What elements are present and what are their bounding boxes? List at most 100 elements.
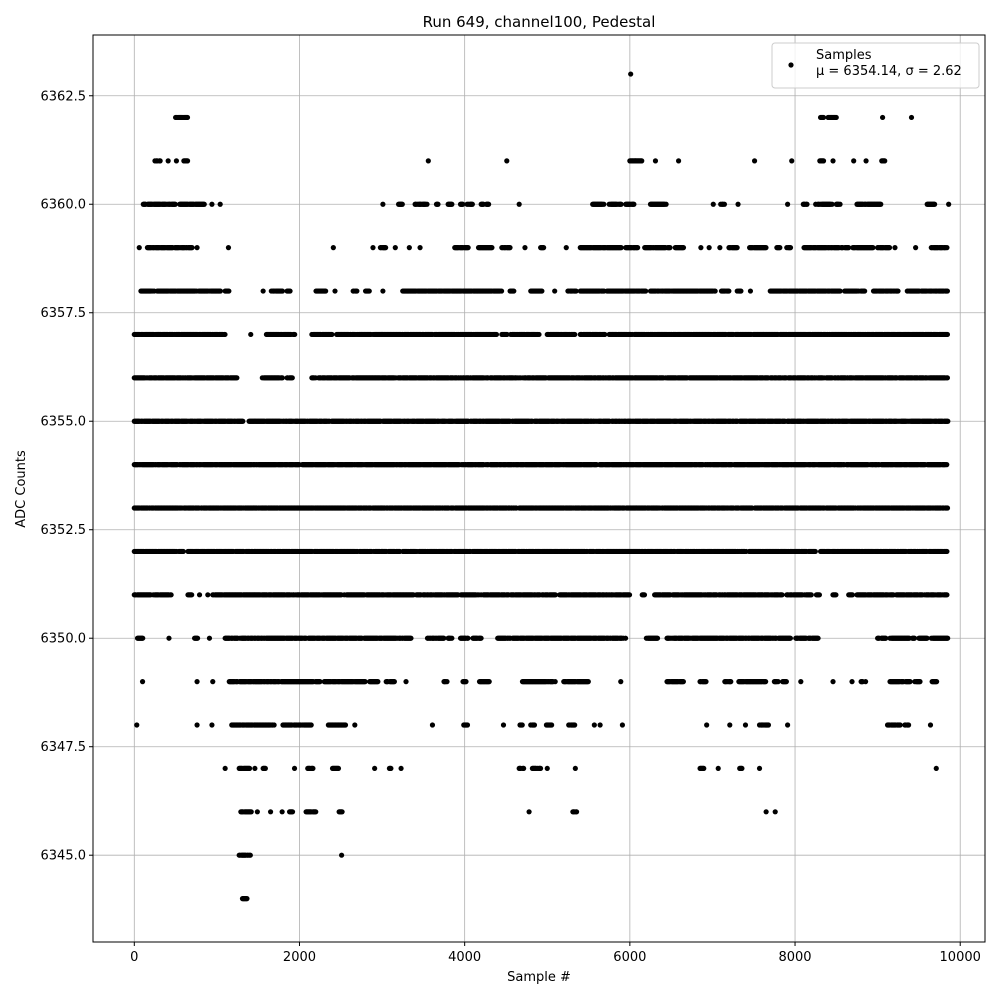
data-point xyxy=(924,635,930,641)
data-point xyxy=(591,722,597,728)
data-point xyxy=(279,809,285,815)
data-point xyxy=(339,809,345,815)
data-point xyxy=(267,809,274,815)
data-point xyxy=(772,809,778,815)
data-point xyxy=(134,722,140,728)
data-point xyxy=(254,809,260,815)
data-point xyxy=(449,635,455,641)
data-point xyxy=(618,679,624,685)
data-point xyxy=(500,722,507,728)
data-point xyxy=(944,592,950,598)
data-point xyxy=(552,679,558,685)
data-point xyxy=(194,722,200,728)
data-point xyxy=(833,592,839,598)
data-point xyxy=(572,722,578,728)
data-point xyxy=(906,722,912,728)
data-point xyxy=(139,679,146,685)
data-point xyxy=(244,896,250,902)
data-point xyxy=(654,635,661,641)
data-point xyxy=(585,679,591,685)
data-point xyxy=(704,722,710,728)
data-point xyxy=(816,592,823,598)
data-point xyxy=(911,635,918,641)
data-point xyxy=(362,679,368,685)
data-point xyxy=(897,722,903,728)
data-point xyxy=(622,635,629,641)
data-point xyxy=(933,765,939,772)
data-point xyxy=(196,592,203,598)
data-point xyxy=(715,765,721,772)
data-point xyxy=(408,635,414,641)
data-point xyxy=(934,679,940,685)
data-point xyxy=(519,722,525,728)
data-point xyxy=(166,635,172,641)
data-point xyxy=(944,548,950,555)
data-point xyxy=(486,679,492,685)
data-point xyxy=(544,765,550,772)
data-point xyxy=(206,635,213,641)
data-point xyxy=(375,679,381,685)
data-point xyxy=(728,679,734,685)
data-point xyxy=(883,635,889,641)
data-point xyxy=(783,679,789,685)
data-point xyxy=(342,722,349,728)
data-point xyxy=(521,765,527,772)
data-point xyxy=(742,722,749,728)
data-point xyxy=(944,505,951,511)
data-point xyxy=(194,679,200,685)
data-point xyxy=(531,722,538,728)
data-point xyxy=(205,592,211,598)
data-point xyxy=(441,635,447,641)
data-point xyxy=(291,765,298,772)
data-point xyxy=(222,765,228,772)
data-point xyxy=(756,765,763,772)
data-point xyxy=(372,765,378,772)
data-point xyxy=(252,765,258,772)
data-point xyxy=(526,809,532,815)
data-point xyxy=(862,679,869,685)
data-point xyxy=(180,548,186,555)
data-point xyxy=(798,679,804,685)
data-point xyxy=(210,679,216,685)
data-point xyxy=(703,679,709,685)
data-point xyxy=(907,679,913,685)
data-point xyxy=(808,592,814,598)
data-points xyxy=(131,71,952,902)
data-point xyxy=(815,635,821,641)
data-point xyxy=(403,679,409,685)
data-point xyxy=(573,809,580,815)
data-point xyxy=(463,679,469,685)
data-point xyxy=(763,679,769,685)
data-point xyxy=(478,635,484,641)
data-point xyxy=(572,765,578,772)
data-point xyxy=(189,592,195,598)
data-point xyxy=(444,679,450,685)
data-point xyxy=(335,765,342,772)
data-point xyxy=(339,852,345,858)
data-point xyxy=(701,765,707,772)
data-point xyxy=(787,635,794,641)
data-point xyxy=(680,679,686,685)
data-point xyxy=(388,765,394,772)
data-point xyxy=(246,765,253,772)
data-point xyxy=(262,765,268,772)
data-point xyxy=(140,635,146,641)
data-point xyxy=(597,722,603,728)
data-point xyxy=(248,809,254,815)
data-point xyxy=(537,765,544,772)
data-point xyxy=(830,679,836,685)
data-point xyxy=(289,809,296,815)
data-point xyxy=(945,635,951,641)
data-point xyxy=(765,722,772,728)
data-point xyxy=(194,635,201,641)
data-point xyxy=(398,765,404,772)
data-point xyxy=(209,722,215,728)
data-point xyxy=(549,722,555,728)
data-point xyxy=(917,679,923,685)
data-point xyxy=(313,809,319,815)
data-point xyxy=(779,592,785,598)
data-point xyxy=(391,679,397,685)
